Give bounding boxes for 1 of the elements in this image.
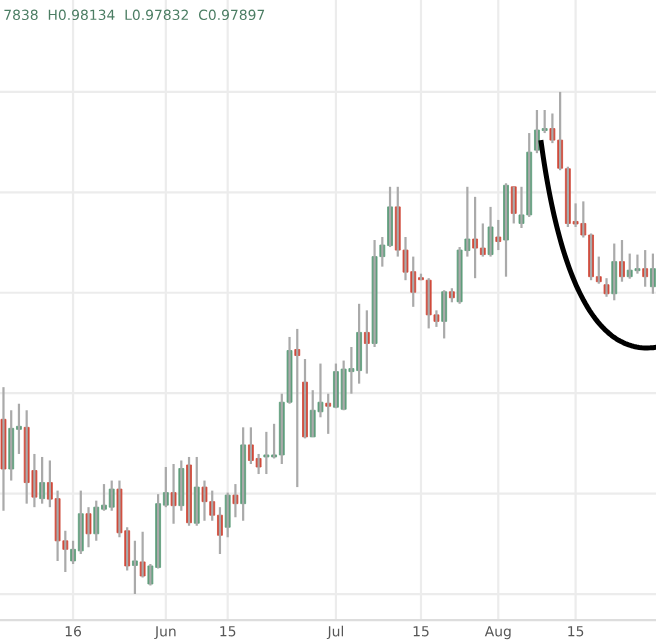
- candlestick: [263, 430, 270, 476]
